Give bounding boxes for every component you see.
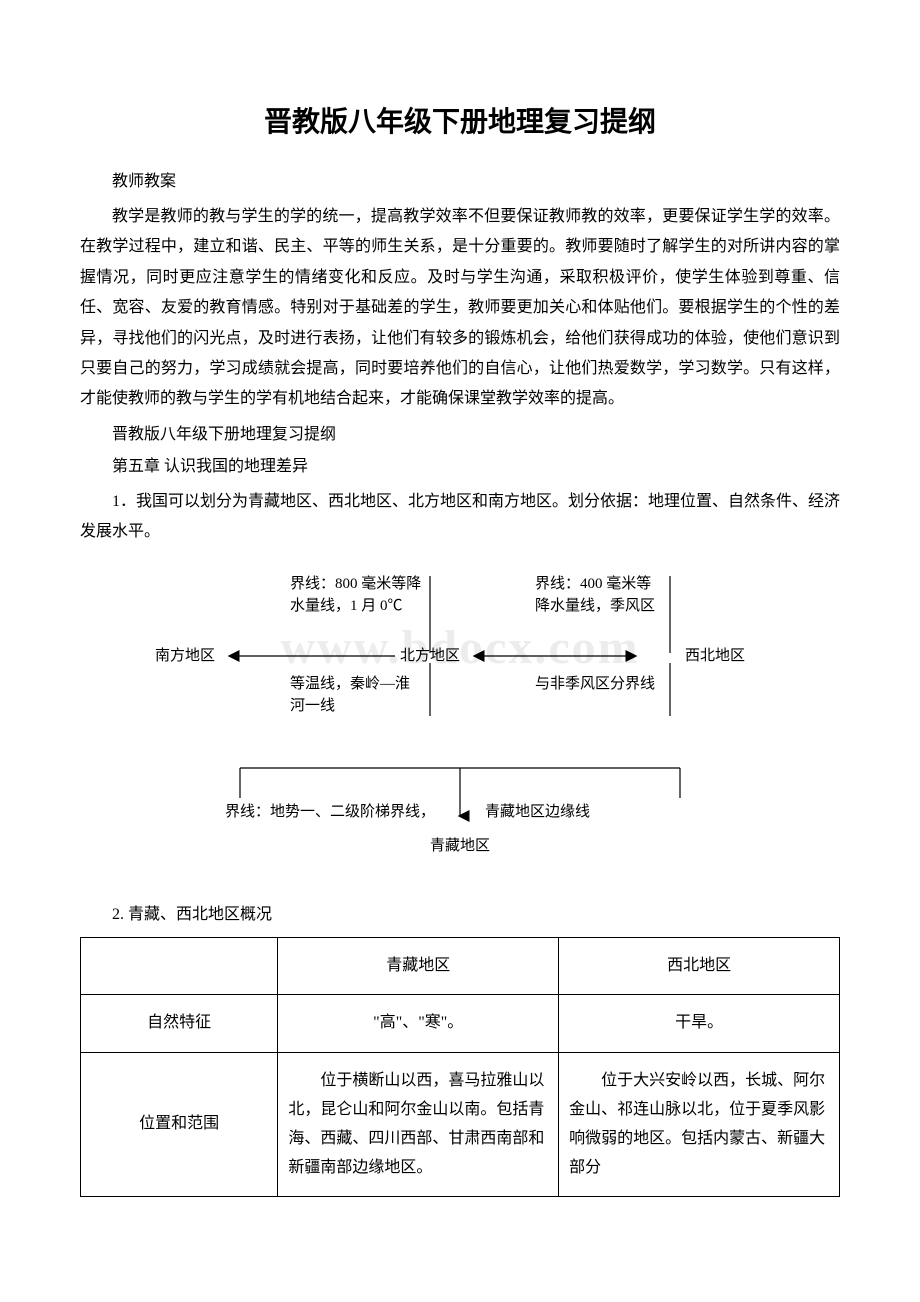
diagram-text: 降水量线，季风区 [535, 597, 655, 614]
diagram-text: 等温线，秦岭—淮 [290, 674, 410, 692]
repeat-title: 晋教版八年级下册地理复习提纲 [80, 423, 840, 447]
table-header-tibet: 青藏地区 [278, 937, 559, 995]
diagram-text: 界线：400 毫米等 [535, 574, 651, 592]
table-header-northwest: 西北地区 [559, 937, 840, 995]
table-cell: "高"、"寒"。 [278, 995, 559, 1053]
table-cell: 位于大兴安岭以西，长城、阿尔金山、祁连山脉以北，位于夏季风影响微弱的地区。包括内… [559, 1053, 840, 1197]
diagram-text: 河一线 [290, 697, 335, 714]
intro-paragraph: 教学是教师的教与学生的学的统一，提高教学效率不但要保证教师教的效率，更要保证学生… [80, 202, 840, 415]
diagram-text: 西北地区 [685, 647, 745, 664]
diagram-svg: 界线：800 毫米等降 水量线，1 月 0℃ 界线：400 毫米等 降水量线，季… [140, 568, 780, 858]
table-cell-label: 自然特征 [81, 995, 278, 1053]
region-diagram: 界线：800 毫米等降 水量线，1 月 0℃ 界线：400 毫米等 降水量线，季… [140, 568, 780, 863]
subheading: 教师教案 [80, 170, 840, 194]
table-row: 自然特征 "高"、"寒"。 干旱。 [81, 995, 840, 1053]
diagram-text: 界线：800 毫米等降 [290, 574, 421, 592]
point-2: 2. 青藏、西北地区概况 [80, 903, 840, 927]
diagram-text: 青藏地区边缘线 [485, 803, 590, 820]
diagram-text: 南方地区 [155, 647, 215, 664]
diagram-text: 与非季风区分界线 [535, 675, 655, 692]
table-cell-text: 位于大兴安岭以西，长城、阿尔金山、祁连山脉以北，位于夏季风影响微弱的地区。包括内… [569, 1067, 829, 1182]
table-cell: 位于横断山以西，喜马拉雅山以北，昆仑山和阿尔金山以南。包括青海、西藏、四川西部、… [278, 1053, 559, 1197]
diagram-text: 界线：地势一、二级阶梯界线， [225, 803, 435, 820]
table-row: 青藏地区 西北地区 [81, 937, 840, 995]
document-content: 晋教版八年级下册地理复习提纲 教师教案 教学是教师的教与学生的学的统一，提高教学… [80, 100, 840, 1197]
document-title: 晋教版八年级下册地理复习提纲 [80, 100, 840, 140]
diagram-text: 青藏地区 [430, 837, 490, 854]
point-1: 1．我国可以划分为青藏地区、西北地区、北方地区和南方地区。划分依据：地理位置、自… [80, 487, 840, 548]
table-cell-text: 位于横断山以西，喜马拉雅山以北，昆仑山和阿尔金山以南。包括青海、西藏、四川西部、… [288, 1067, 548, 1182]
diagram-text: 水量线，1 月 0℃ [290, 597, 403, 614]
region-table: 青藏地区 西北地区 自然特征 "高"、"寒"。 干旱。 位置和范围 位于横断山以… [80, 937, 840, 1198]
table-cell: 干旱。 [559, 995, 840, 1053]
table-row: 位置和范围 位于横断山以西，喜马拉雅山以北，昆仑山和阿尔金山以南。包括青海、西藏… [81, 1053, 840, 1197]
table-cell-empty [81, 937, 278, 995]
diagram-text: 北方地区 [400, 647, 460, 664]
table-cell-label: 位置和范围 [81, 1053, 278, 1197]
chapter-heading: 第五章 认识我国的地理差异 [80, 455, 840, 479]
